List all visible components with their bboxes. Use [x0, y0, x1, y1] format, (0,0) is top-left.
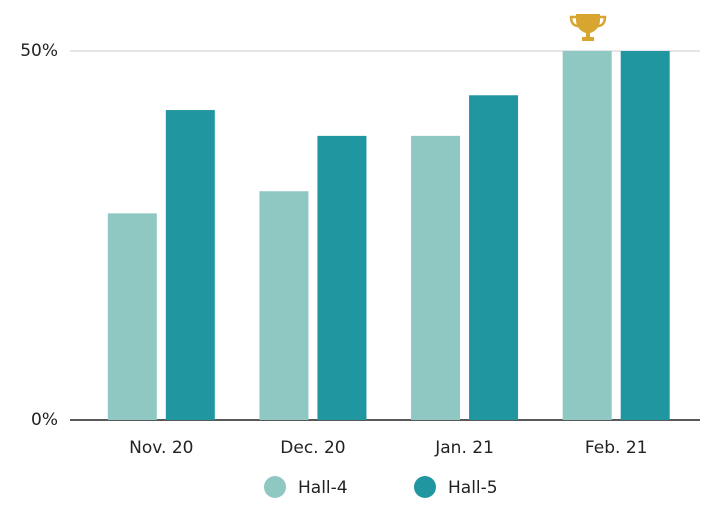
- bar: [259, 191, 309, 420]
- y-tick-label: 0%: [31, 410, 58, 430]
- bar: [107, 213, 157, 420]
- bar: [165, 110, 215, 420]
- legend-swatch: [414, 476, 436, 498]
- bar: [317, 135, 367, 420]
- x-tick-label: Dec. 20: [280, 438, 345, 458]
- bar: [620, 51, 670, 420]
- legend-swatch: [264, 476, 286, 498]
- bar: [562, 51, 612, 420]
- trophy-icon: [569, 14, 607, 41]
- bar: [469, 95, 519, 420]
- legend-label: Hall-5: [448, 478, 498, 498]
- legend-label: Hall-4: [298, 478, 348, 498]
- x-tick-label: Jan. 21: [434, 438, 494, 458]
- bar: [411, 135, 461, 420]
- x-tick-label: Feb. 21: [585, 438, 648, 458]
- y-tick-label: 50%: [20, 41, 58, 61]
- x-tick-label: Nov. 20: [129, 438, 193, 458]
